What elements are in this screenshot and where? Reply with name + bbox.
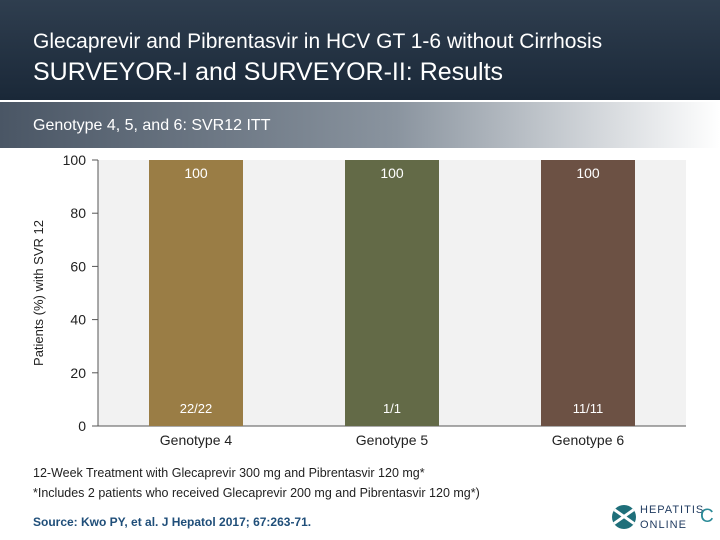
x-category-label: Genotype 5 <box>356 432 429 448</box>
bar-n-label: 22/22 <box>180 401 213 416</box>
footnote-dose: *Includes 2 patients who received Glecap… <box>33 486 480 500</box>
source-citation: Source: Kwo PY, et al. J Hepatol 2017; 6… <box>33 515 312 529</box>
logo-word-2: ONLINE <box>640 519 687 531</box>
footnote-treatment: 12-Week Treatment with Glecaprevir 300 m… <box>33 466 425 480</box>
y-axis-title: Patients (%) with SVR 12 <box>31 220 46 366</box>
bar-n-label: 11/11 <box>573 401 604 416</box>
hepatitis-c-online-logo-icon <box>612 505 636 529</box>
bar-value-label: 100 <box>380 165 404 181</box>
bar-value-label: 100 <box>576 165 600 181</box>
section-title: Genotype 4, 5, and 6: SVR12 ITT <box>33 117 271 134</box>
slide-header: Glecaprevir and Pibrentasvir in HCV GT 1… <box>0 0 720 100</box>
y-tick-label: 40 <box>70 312 86 328</box>
bar-1 <box>149 160 243 426</box>
y-tick-label: 80 <box>70 205 86 221</box>
bar-n-label: 1/1 <box>383 401 401 416</box>
logo-word-1: HEPATITIS <box>640 504 705 516</box>
bar-2 <box>345 160 439 426</box>
slide-title-line2: SURVEYOR-I and SURVEYOR-II: Results <box>33 58 504 86</box>
y-tick-label: 20 <box>70 365 86 381</box>
y-tick-label: 100 <box>63 152 87 168</box>
section-banner: Genotype 4, 5, and 6: SVR12 ITT <box>0 102 720 148</box>
logo-letter: C <box>700 506 714 527</box>
hepatitis-c-online-logo: HEPATITIS ONLINE C <box>612 502 714 536</box>
x-category-label: Genotype 6 <box>552 432 625 448</box>
y-tick-label: 60 <box>70 258 86 274</box>
x-category-label: Genotype 4 <box>160 432 233 448</box>
bar-3 <box>541 160 635 426</box>
slide-title-line1: Glecaprevir and Pibrentasvir in HCV GT 1… <box>33 30 603 53</box>
bar-value-label: 100 <box>184 165 208 181</box>
y-tick-label: 0 <box>78 418 86 434</box>
